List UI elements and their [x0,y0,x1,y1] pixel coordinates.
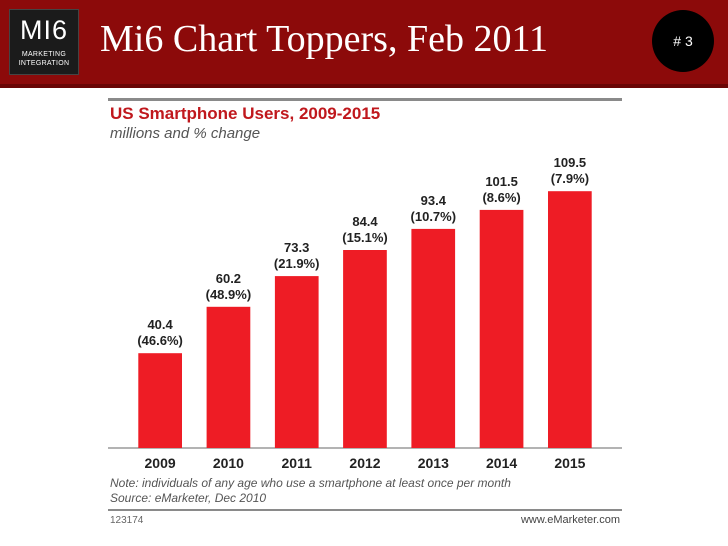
mi6-logo: MI6 MARKETING INTEGRATION [9,9,79,75]
bar-2014 [479,209,524,448]
bar-2012 [343,250,387,448]
slide-header: MI6 MARKETING INTEGRATION Mi6 Chart Topp… [0,0,728,88]
change-label-2011: (21.9%) [274,256,320,271]
value-label-2010: 60.2 [216,271,241,286]
chart-title: US Smartphone Users, 2009-2015 [110,104,381,123]
chart-source: Source: eMarketer, Dec 2010 [110,491,267,505]
top-rule [108,98,622,101]
x-tick-label-2014: 2014 [486,455,517,471]
value-label-2012: 84.4 [352,214,378,229]
x-tick-label-2015: 2015 [554,455,585,471]
change-label-2012: (15.1%) [342,230,388,245]
chart-subtitle: millions and % change [110,125,261,142]
bar-2013 [411,228,456,448]
value-label-2015: 109.5 [554,155,587,170]
change-label-2009: (46.6%) [137,333,183,348]
x-tick-label-2011: 2011 [282,455,313,471]
change-label-2013: (10.7%) [411,209,457,224]
bar-2015 [548,191,592,448]
x-tick-label-2010: 2010 [213,455,244,471]
logo-mark: MI6 [19,15,68,45]
bar-2010 [206,306,251,448]
value-label-2011: 73.3 [284,240,309,255]
bar-2011 [274,276,319,448]
logo-line-integration: INTEGRATION [18,60,70,67]
brand-url: www.eMarketer.com [520,514,620,526]
slide-title: Mi6 Chart Toppers, Feb 2011 [100,18,549,60]
bottom-rule [108,509,622,511]
slide-number-badge: # 3 [652,10,714,72]
x-tick-label-2012: 2012 [349,455,380,471]
change-label-2015: (7.9%) [551,171,589,186]
change-label-2010: (48.9%) [206,287,252,302]
chart-note: Note: individuals of any age who use a s… [110,476,511,490]
value-label-2014: 101.5 [485,174,518,189]
value-label-2009: 40.4 [147,317,173,332]
logo-line-marketing: MARKETING [21,51,67,58]
x-tick-label-2013: 2013 [418,455,449,471]
value-label-2013: 93.4 [421,193,447,208]
chart-id: 123174 [110,515,144,526]
bar-2009 [138,353,182,448]
bar-chart: 40.4(46.6%) 2009 60.2(48.9%) 2010 73.3(21.9%… [108,155,622,471]
change-label-2014: (8.6%) [482,190,520,205]
x-tick-label-2009: 2009 [145,455,176,471]
chart-card: US Smartphone Users, 2009-2015 millions … [108,98,622,538]
